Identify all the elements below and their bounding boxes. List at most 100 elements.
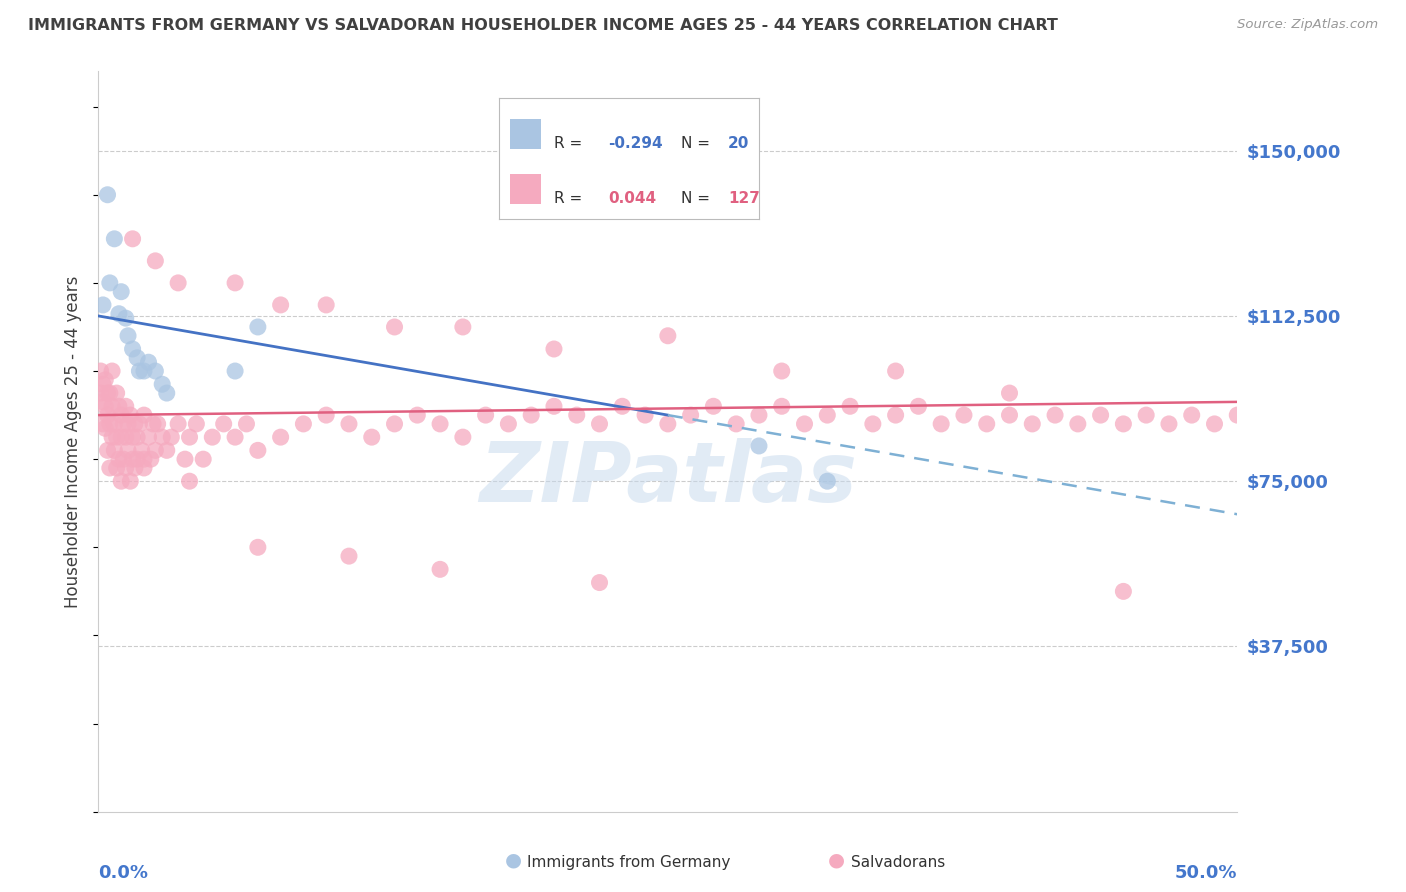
Point xyxy=(429,417,451,431)
Point xyxy=(121,232,143,246)
Point xyxy=(132,452,155,467)
Point xyxy=(1043,408,1066,422)
Point xyxy=(793,417,815,431)
Point xyxy=(110,408,132,422)
Point xyxy=(110,430,132,444)
Point xyxy=(127,452,149,467)
Point xyxy=(138,355,160,369)
Text: Salvadorans: Salvadorans xyxy=(851,855,945,870)
Point xyxy=(224,276,246,290)
Point xyxy=(105,386,128,401)
Point xyxy=(94,373,117,387)
Point xyxy=(315,298,337,312)
Point xyxy=(451,320,474,334)
Point xyxy=(145,364,167,378)
Point xyxy=(953,408,976,422)
Point xyxy=(186,417,208,431)
Point xyxy=(543,399,565,413)
Point xyxy=(201,430,224,444)
Text: 127: 127 xyxy=(728,191,759,205)
Point xyxy=(884,364,907,378)
Point xyxy=(103,232,125,246)
Point xyxy=(156,386,179,401)
Point xyxy=(145,443,167,458)
Point xyxy=(108,452,131,467)
Point xyxy=(150,430,173,444)
Point xyxy=(246,541,269,555)
Y-axis label: Householder Income Ages 25 - 44 years: Householder Income Ages 25 - 44 years xyxy=(65,276,83,607)
Text: 0.0%: 0.0% xyxy=(98,863,149,881)
Point xyxy=(1181,408,1204,422)
Point xyxy=(146,417,169,431)
Point xyxy=(124,417,146,431)
Point xyxy=(1226,408,1249,422)
Point xyxy=(110,285,132,299)
Point xyxy=(224,364,246,378)
Point xyxy=(270,298,292,312)
Point xyxy=(588,575,610,590)
Point xyxy=(498,417,520,431)
Point xyxy=(142,417,165,431)
Point xyxy=(179,474,201,488)
Point xyxy=(998,408,1021,422)
Text: Immigrants from Germany: Immigrants from Germany xyxy=(527,855,731,870)
Point xyxy=(112,452,135,467)
Point xyxy=(96,443,118,458)
Text: N =: N = xyxy=(682,191,710,205)
Point xyxy=(98,417,121,431)
Point xyxy=(121,452,143,467)
Point xyxy=(1204,417,1226,431)
Point xyxy=(976,417,998,431)
Point xyxy=(270,430,292,444)
Point xyxy=(124,461,146,475)
Bar xyxy=(509,174,541,204)
Point xyxy=(770,399,793,413)
Point xyxy=(1112,584,1135,599)
Point xyxy=(98,386,121,401)
Point xyxy=(657,328,679,343)
Point xyxy=(235,417,257,431)
Point xyxy=(998,386,1021,401)
Point xyxy=(114,311,136,326)
Point xyxy=(94,399,117,413)
Point xyxy=(90,364,112,378)
Point xyxy=(679,408,702,422)
Point xyxy=(120,408,142,422)
Point xyxy=(98,461,121,475)
Point xyxy=(108,399,131,413)
Text: ●: ● xyxy=(828,851,845,870)
Point xyxy=(725,417,748,431)
Point xyxy=(156,443,179,458)
Point xyxy=(94,421,117,435)
Text: -0.294: -0.294 xyxy=(609,136,664,151)
Point xyxy=(1067,417,1090,431)
Point xyxy=(1157,417,1180,431)
Point xyxy=(246,320,269,334)
Point xyxy=(105,461,128,475)
Point xyxy=(91,417,114,431)
Point xyxy=(105,430,128,444)
Text: ZIPatlas: ZIPatlas xyxy=(479,438,856,519)
Point xyxy=(114,461,136,475)
Point xyxy=(98,276,121,290)
Point xyxy=(634,408,657,422)
Point xyxy=(127,351,149,365)
Point xyxy=(138,430,160,444)
Point xyxy=(406,408,429,422)
Point xyxy=(839,399,862,413)
Point xyxy=(884,408,907,422)
Point xyxy=(337,417,360,431)
Point xyxy=(91,395,114,409)
Point xyxy=(929,417,952,431)
Point xyxy=(451,430,474,444)
Point xyxy=(1021,417,1043,431)
Point xyxy=(96,187,118,202)
Point xyxy=(127,430,149,444)
Point xyxy=(117,417,139,431)
Point xyxy=(103,443,125,458)
Point xyxy=(101,430,124,444)
Point xyxy=(657,417,679,431)
Point xyxy=(907,399,929,413)
Point xyxy=(90,386,112,401)
Point xyxy=(292,417,315,431)
